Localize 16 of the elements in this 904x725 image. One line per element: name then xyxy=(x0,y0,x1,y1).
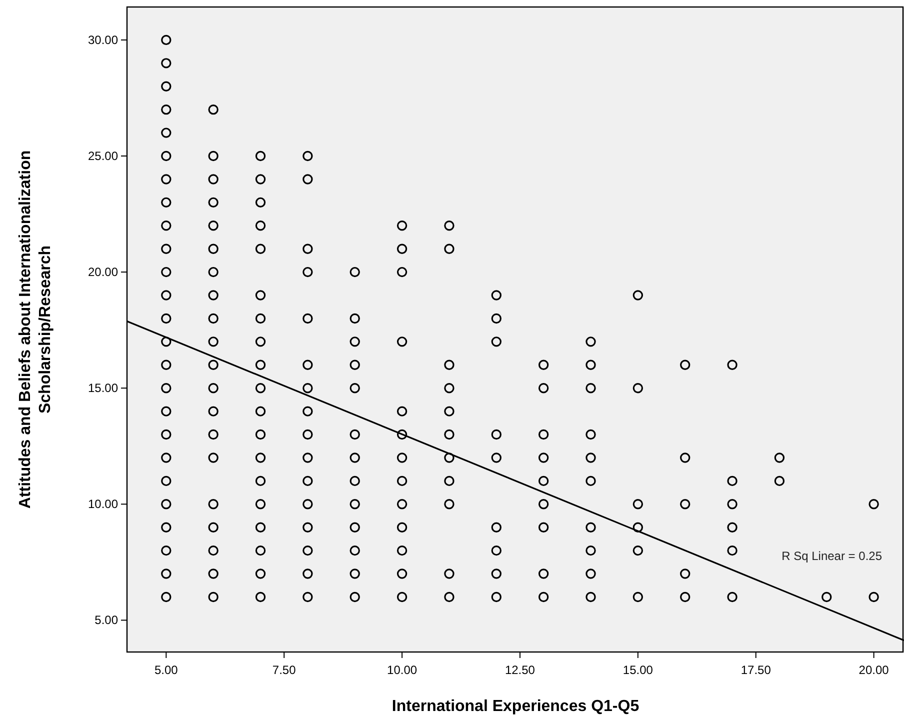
x-tick-label: 15.00 xyxy=(622,663,654,677)
annotation: R Sq Linear = 0.25 xyxy=(782,549,882,563)
x-tick-label: 17.50 xyxy=(740,663,772,677)
y-tick-label: 20.00 xyxy=(88,265,118,280)
y-tick-label: 15.00 xyxy=(88,381,118,396)
y-axis-title: Attitudes and Beliefs about Internationalization Scholarship/Research xyxy=(17,150,54,509)
y-tick-label: 25.00 xyxy=(88,149,118,164)
x-tick-label: 20.00 xyxy=(858,663,890,677)
y-tick-label: 10.00 xyxy=(88,497,118,512)
x-axis-title: International Experiences Q1-Q5 xyxy=(392,698,640,715)
x-tick-label: 7.50 xyxy=(272,663,296,677)
x-tick-label: 12.50 xyxy=(504,663,536,677)
x-tick-label: 10.00 xyxy=(387,663,418,677)
x-tick-label: 5.00 xyxy=(154,663,178,677)
y-tick-label: 5.00 xyxy=(94,613,118,628)
y-tick-label: 30.00 xyxy=(88,32,118,47)
